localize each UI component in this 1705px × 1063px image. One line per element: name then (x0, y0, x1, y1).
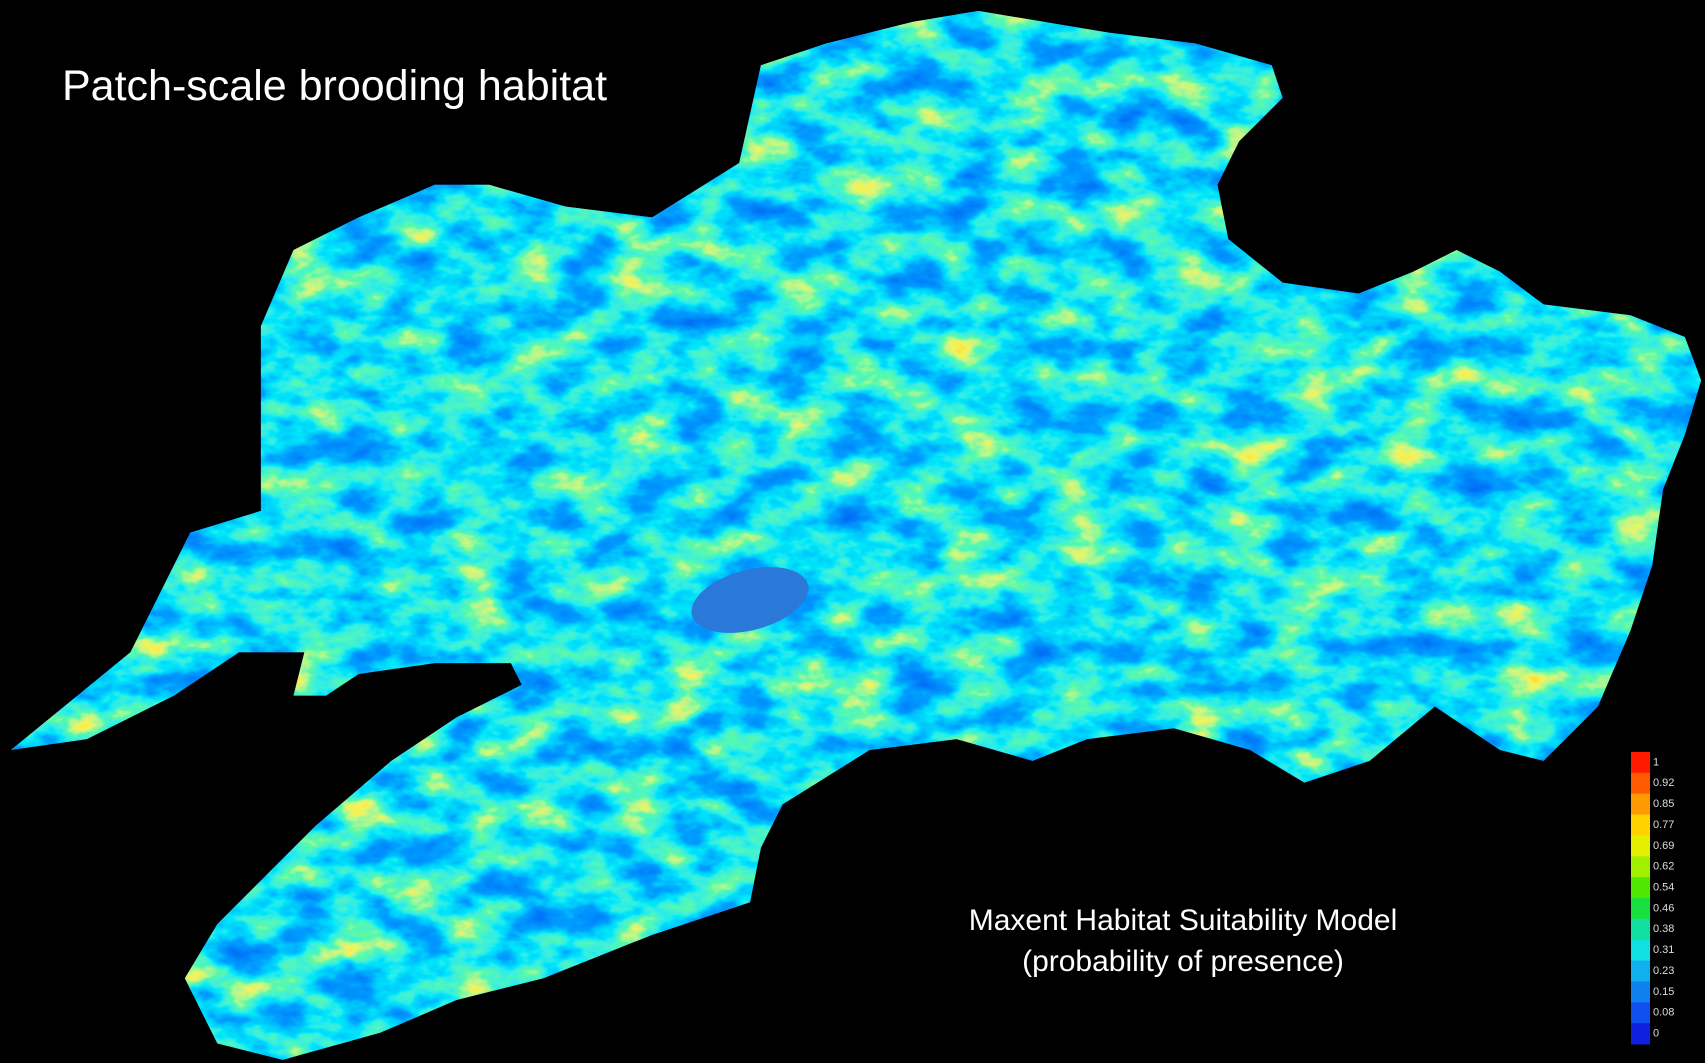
legend-swatch (1631, 835, 1650, 856)
legend-swatch (1631, 961, 1650, 982)
legend-label: 0.69 (1653, 840, 1674, 852)
legend-swatch (1631, 1023, 1650, 1044)
legend-swatch (1631, 877, 1650, 898)
map-title: Patch-scale brooding habitat (62, 62, 607, 110)
caption-line: (probability of presence) (1022, 945, 1344, 978)
legend-label: 0.15 (1653, 986, 1674, 998)
legend-swatch (1631, 919, 1650, 940)
legend-swatch (1631, 773, 1650, 794)
legend-label: 0.77 (1653, 819, 1674, 831)
legend-label: 0.46 (1653, 902, 1674, 914)
page: Patch-scale brooding habitat Maxent Habi… (0, 0, 1705, 1063)
legend-swatch (1631, 856, 1650, 877)
legend-label: 0.31 (1653, 944, 1674, 956)
legend-label: 0.23 (1653, 965, 1674, 977)
legend-swatch (1631, 940, 1650, 961)
legend-swatch (1631, 1002, 1650, 1023)
legend-label: 0 (1653, 1027, 1659, 1039)
legend-label: 1 (1653, 756, 1659, 768)
legend-label: 0.38 (1653, 923, 1674, 935)
legend-label: 0.85 (1653, 798, 1674, 810)
legend-label: 0.54 (1653, 881, 1674, 893)
legend-label: 0.92 (1653, 777, 1674, 789)
legend-swatch (1631, 815, 1650, 836)
legend-label: 0.62 (1653, 861, 1674, 873)
map-view: Patch-scale brooding habitat Maxent Habi… (0, 0, 1705, 1063)
caption-line: Maxent Habitat Suitability Model (969, 904, 1398, 937)
legend-swatch (1631, 898, 1650, 919)
legend-swatch (1631, 752, 1650, 773)
legend-swatch (1631, 981, 1650, 1002)
legend-label: 0.08 (1653, 1007, 1674, 1019)
legend-swatch (1631, 794, 1650, 815)
